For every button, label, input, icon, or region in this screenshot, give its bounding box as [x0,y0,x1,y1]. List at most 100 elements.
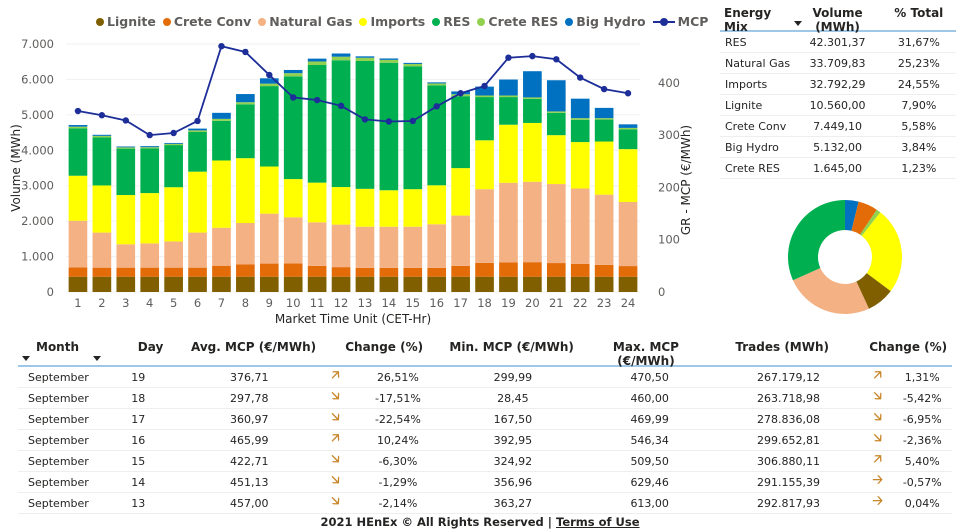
bar-segment-natural-gas[interactable] [331,224,351,268]
bar-stack-hour-19[interactable] [499,79,518,292]
bar-segment-res[interactable] [427,85,447,186]
bar-segment-crete-conv[interactable] [140,267,160,277]
bar-segment-lignite[interactable] [283,276,303,292]
mcp-point[interactable] [218,42,225,50]
bar-segment-imports[interactable] [236,158,255,224]
mcp-point[interactable] [529,52,536,60]
bar-segment-imports[interactable] [379,190,399,227]
bar-segment-crete-conv[interactable] [259,263,279,277]
mcp-point[interactable] [624,90,632,97]
bar-segment-crete-conv[interactable] [546,263,566,277]
bar-segment-big-hydro[interactable] [283,69,303,74]
bar-segment-res[interactable] [236,104,255,159]
bar-segment-res[interactable] [451,96,470,169]
bar-segment-crete-res[interactable] [499,95,518,98]
bar-segment-res[interactable] [68,128,88,176]
mcp-point[interactable] [361,116,369,123]
bar-segment-crete-conv[interactable] [403,267,423,277]
bar-segment-natural-gas[interactable] [379,226,399,268]
mcp-point[interactable] [577,74,584,81]
header-volume[interactable]: Volume (MWh) [812,6,863,34]
energy-mix-row[interactable]: Crete Conv 7.449,10 5,58% [720,116,956,137]
bar-segment-natural-gas[interactable] [259,213,279,264]
bar-segment-big-hydro[interactable] [523,71,542,98]
bar-segment-lignite[interactable] [427,276,447,292]
bar-stack-hour-6[interactable] [188,128,207,292]
bar-segment-lignite[interactable] [403,276,423,292]
bar-segment-crete-conv[interactable] [570,263,590,277]
bar-segment-crete-conv[interactable] [355,267,375,277]
bar-segment-imports[interactable] [116,195,136,245]
bar-segment-crete-conv[interactable] [427,267,447,277]
mcp-point[interactable] [146,131,153,139]
bar-segment-imports[interactable] [523,122,542,182]
terms-of-use-link[interactable]: Terms of Use [556,515,640,529]
energy-mix-row[interactable]: RES 42.301,37 31,67% [720,32,956,53]
bar-segment-crete-res[interactable] [379,59,399,63]
mcp-point[interactable] [553,56,560,63]
bar-segment-imports[interactable] [499,124,518,183]
sort-day-icon[interactable] [93,356,101,361]
bar-segment-imports[interactable] [259,166,279,214]
daily-row[interactable]: September 18 297,78 🡦 -17,51% 28,45 460,00 263.… [18,388,952,409]
bar-segment-imports[interactable] [68,175,88,221]
bar-segment-lignite[interactable] [68,276,88,292]
bar-stack-hour-17[interactable] [451,91,470,292]
bar-segment-big-hydro[interactable] [188,128,207,131]
bar-segment-crete-res[interactable] [331,56,351,61]
bar-segment-crete-conv[interactable] [618,266,638,277]
bar-stack-hour-11[interactable] [307,58,327,292]
bar-segment-res[interactable] [188,131,207,172]
bar-segment-big-hydro[interactable] [116,146,136,148]
mcp-point[interactable] [98,112,106,119]
bar-segment-big-hydro[interactable] [212,112,231,119]
mcp-point[interactable] [242,48,249,56]
mcp-point[interactable] [457,90,464,97]
bar-segment-natural-gas[interactable] [355,226,375,268]
bar-segment-res[interactable] [116,148,136,196]
bar-segment-crete-conv[interactable] [68,267,88,277]
bar-segment-crete-res[interactable] [427,83,447,86]
header-min-mcp[interactable]: Min. MCP (€/MWh) [449,340,574,354]
bar-segment-lignite[interactable] [523,276,542,292]
legend-item-crete-res[interactable]: Crete RES [477,14,558,29]
bar-segment-crete-conv[interactable] [379,267,399,277]
bar-segment-crete-conv[interactable] [331,267,351,277]
legend-item-mcp[interactable]: MCP [652,14,708,29]
bar-stack-hour-22[interactable] [570,98,590,292]
bar-segment-lignite[interactable] [594,276,614,292]
bar-segment-crete-res[interactable] [212,118,231,121]
bar-segment-big-hydro[interactable] [164,142,183,144]
bar-segment-crete-conv[interactable] [236,264,255,277]
donut-slice-crete-conv[interactable] [851,201,877,235]
header-month[interactable]: Month [36,340,80,354]
bar-segment-lignite[interactable] [236,276,255,292]
mcp-point[interactable] [266,71,273,79]
bar-segment-crete-res[interactable] [92,135,112,138]
bar-segment-lignite[interactable] [379,276,399,292]
bar-segment-big-hydro[interactable] [618,124,638,128]
bar-segment-big-hydro[interactable] [331,53,351,57]
bar-segment-natural-gas[interactable] [68,220,88,268]
bar-segment-crete-res[interactable] [546,111,566,113]
bar-segment-lignite[interactable] [116,276,136,292]
bar-segment-imports[interactable] [140,193,160,244]
bar-segment-lignite[interactable] [188,276,207,292]
bar-segment-lignite[interactable] [307,276,327,292]
bar-segment-crete-res[interactable] [570,118,590,120]
bar-stack-hour-12[interactable] [331,53,351,292]
bar-segment-big-hydro[interactable] [259,78,279,84]
daily-row[interactable]: September 19 376,71 🡥 26,51% 299,99 470,50 267.… [18,367,952,388]
bar-stack-hour-18[interactable] [475,86,494,292]
donut-slice-natural-gas[interactable] [792,267,869,314]
bar-segment-res[interactable] [331,60,351,188]
bar-segment-res[interactable] [475,97,494,141]
bar-segment-crete-conv[interactable] [212,265,231,277]
header-trades[interactable]: Trades (MWh) [735,340,830,354]
bar-segment-lignite[interactable] [451,276,470,292]
bar-segment-lignite[interactable] [212,276,231,292]
legend-item-res[interactable]: RES [432,14,470,29]
legend-item-crete-conv[interactable]: Crete Conv [162,14,251,29]
bar-segment-res[interactable] [164,145,183,188]
bar-segment-big-hydro[interactable] [403,62,423,64]
